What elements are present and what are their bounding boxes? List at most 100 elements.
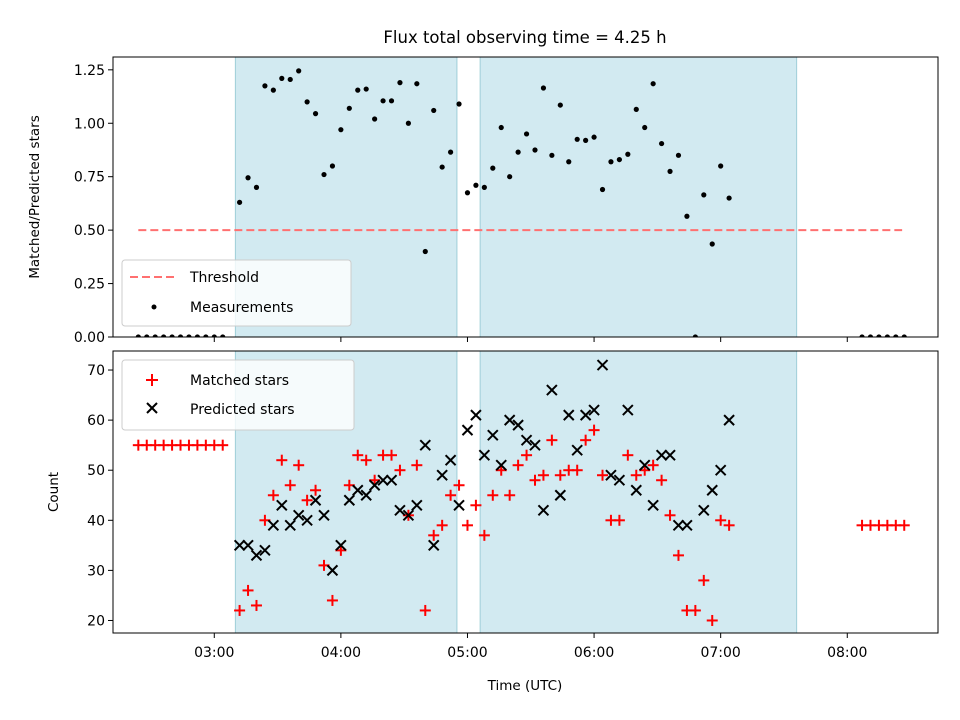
matched-stars-point-59 <box>630 469 642 481</box>
predicted-stars-point-15 <box>352 484 364 496</box>
measurements-point-7 <box>186 334 192 337</box>
predicted-stars-point-40 <box>563 409 575 421</box>
matched-stars-point-12 <box>234 604 246 616</box>
predicted-stars-point-20 <box>394 504 406 516</box>
matched-stars-point-49 <box>546 434 558 446</box>
matched-stars-point-26 <box>352 449 364 461</box>
predicted-stars-point-30 <box>478 449 491 461</box>
measurements-point-38 <box>456 101 462 107</box>
predicted-stars-point-48 <box>630 484 642 496</box>
measurements-point-43 <box>498 124 504 131</box>
chart-title: Flux total observing time = 4.25 h <box>383 28 666 47</box>
predicted-stars-point-25 <box>436 469 448 481</box>
matched-stars-point-66 <box>689 604 701 616</box>
measurements-point-45 <box>515 149 521 155</box>
measurements-point-1 <box>135 334 141 337</box>
matched-stars-point-39 <box>461 519 473 531</box>
measurements-point-22 <box>321 171 327 178</box>
matched-stars-point-44 <box>504 489 516 501</box>
measurements-point-62 <box>658 140 665 147</box>
matched-stars-point-76 <box>898 519 910 531</box>
measurements-point-41 <box>481 184 487 190</box>
measurements-point-53 <box>583 137 589 143</box>
predicted-legend-swatch <box>146 402 158 414</box>
predicted-stars-point-54 <box>681 519 693 532</box>
measurements-point-14 <box>253 184 260 190</box>
predicted-stars-point-29 <box>470 409 482 421</box>
observing-window-2 <box>479 57 798 337</box>
predicted-stars-point-37 <box>537 504 550 516</box>
count-x-axis: 03:00 04:00 05:00 06:00 07:00 08:00 <box>194 633 867 661</box>
matched-stars-point-19 <box>293 459 305 471</box>
ratio-panel: 0.00 0.25 0.50 0.75 1.00 1.25 Flux total obse… <box>27 28 939 346</box>
predicted-stars-point-46 <box>613 474 626 486</box>
ratio-plot-frame <box>112 56 939 338</box>
predicted-stars-point-47 <box>622 404 634 416</box>
y-tick-label: 0.25 <box>74 277 105 293</box>
measurements-point-5 <box>169 334 175 337</box>
measurements-point-40 <box>473 182 479 188</box>
measurements-point-27 <box>363 86 369 92</box>
measurements-point-13 <box>245 175 251 181</box>
measurements-point-60 <box>642 124 648 131</box>
predicted-stars-point-5 <box>267 519 280 532</box>
matched-stars-point-47 <box>529 474 541 486</box>
predicted-stars-point-26 <box>444 454 457 466</box>
y-tick-label: 60 <box>87 413 105 429</box>
matched-stars-point-27 <box>360 454 372 466</box>
measurements-point-29 <box>380 98 386 104</box>
predicted-stars-point-33 <box>503 414 516 426</box>
matched-stars-point-68 <box>706 614 718 626</box>
measurements-point-54 <box>591 134 597 140</box>
measurements-point-30 <box>388 98 395 104</box>
predicted-stars-point-2 <box>242 539 254 552</box>
predicted-stars-point-13 <box>335 539 347 552</box>
predicted-stars-point-32 <box>495 459 507 471</box>
matched-stars-point-17 <box>276 454 288 466</box>
y-tick-label: 30 <box>87 563 105 579</box>
measurements-point-16 <box>270 87 276 93</box>
measurements-point-2 <box>144 334 150 337</box>
measurements-point-47 <box>532 147 538 153</box>
predicted-stars-point-4 <box>259 544 271 557</box>
measurements-point-19 <box>296 68 302 74</box>
count-x-axis-label: Time (UTC) <box>487 678 563 694</box>
matched-legend-swatch <box>146 374 158 386</box>
matched-stars-point-21 <box>310 484 322 496</box>
predicted-stars-point-55 <box>698 504 710 516</box>
predicted-stars-point-42 <box>579 409 592 421</box>
matched-stars-point-62 <box>656 474 668 486</box>
measurements-point-67 <box>701 192 707 198</box>
count-y-axis-label: Count <box>46 472 62 512</box>
measurements-point-74 <box>884 334 890 337</box>
matched-stars-point-23 <box>326 594 338 606</box>
matched-stars-point-64 <box>672 549 684 561</box>
y-tick-label: 20 <box>87 613 105 629</box>
predicted-stars-point-34 <box>512 419 524 431</box>
count-legend: Matched stars Predicted stars <box>121 359 355 431</box>
predicted-stars-point-11 <box>318 509 330 521</box>
matched-stars-point-42 <box>487 489 499 501</box>
matched-stars-point-16 <box>267 489 279 501</box>
measurements-point-61 <box>650 81 656 87</box>
matched-stars-point-50 <box>554 469 566 481</box>
matched-stars-point-61 <box>647 459 659 471</box>
measurements-point-3 <box>152 334 158 337</box>
measurements-point-68 <box>709 241 715 247</box>
predicted-stars-point-39 <box>554 489 567 501</box>
x-tick-label: 07:00 <box>700 645 740 661</box>
measurements-point-32 <box>405 120 411 126</box>
y-tick-label: 50 <box>87 463 105 479</box>
measurements-point-4 <box>161 334 167 337</box>
matched-stars-point-13 <box>242 584 254 596</box>
matched-stars-point-45 <box>512 459 524 471</box>
measurements-point-10 <box>211 334 217 337</box>
ratio-observing-windows <box>234 57 798 337</box>
predicted-stars-point-44 <box>596 359 609 371</box>
predicted-stars-point-9 <box>301 514 313 527</box>
measurements-point-25 <box>346 105 352 111</box>
measurements-point-48 <box>540 85 547 91</box>
measurements-point-73 <box>876 334 882 337</box>
predicted-stars-point-31 <box>487 429 499 441</box>
measurements-point-44 <box>507 174 513 180</box>
